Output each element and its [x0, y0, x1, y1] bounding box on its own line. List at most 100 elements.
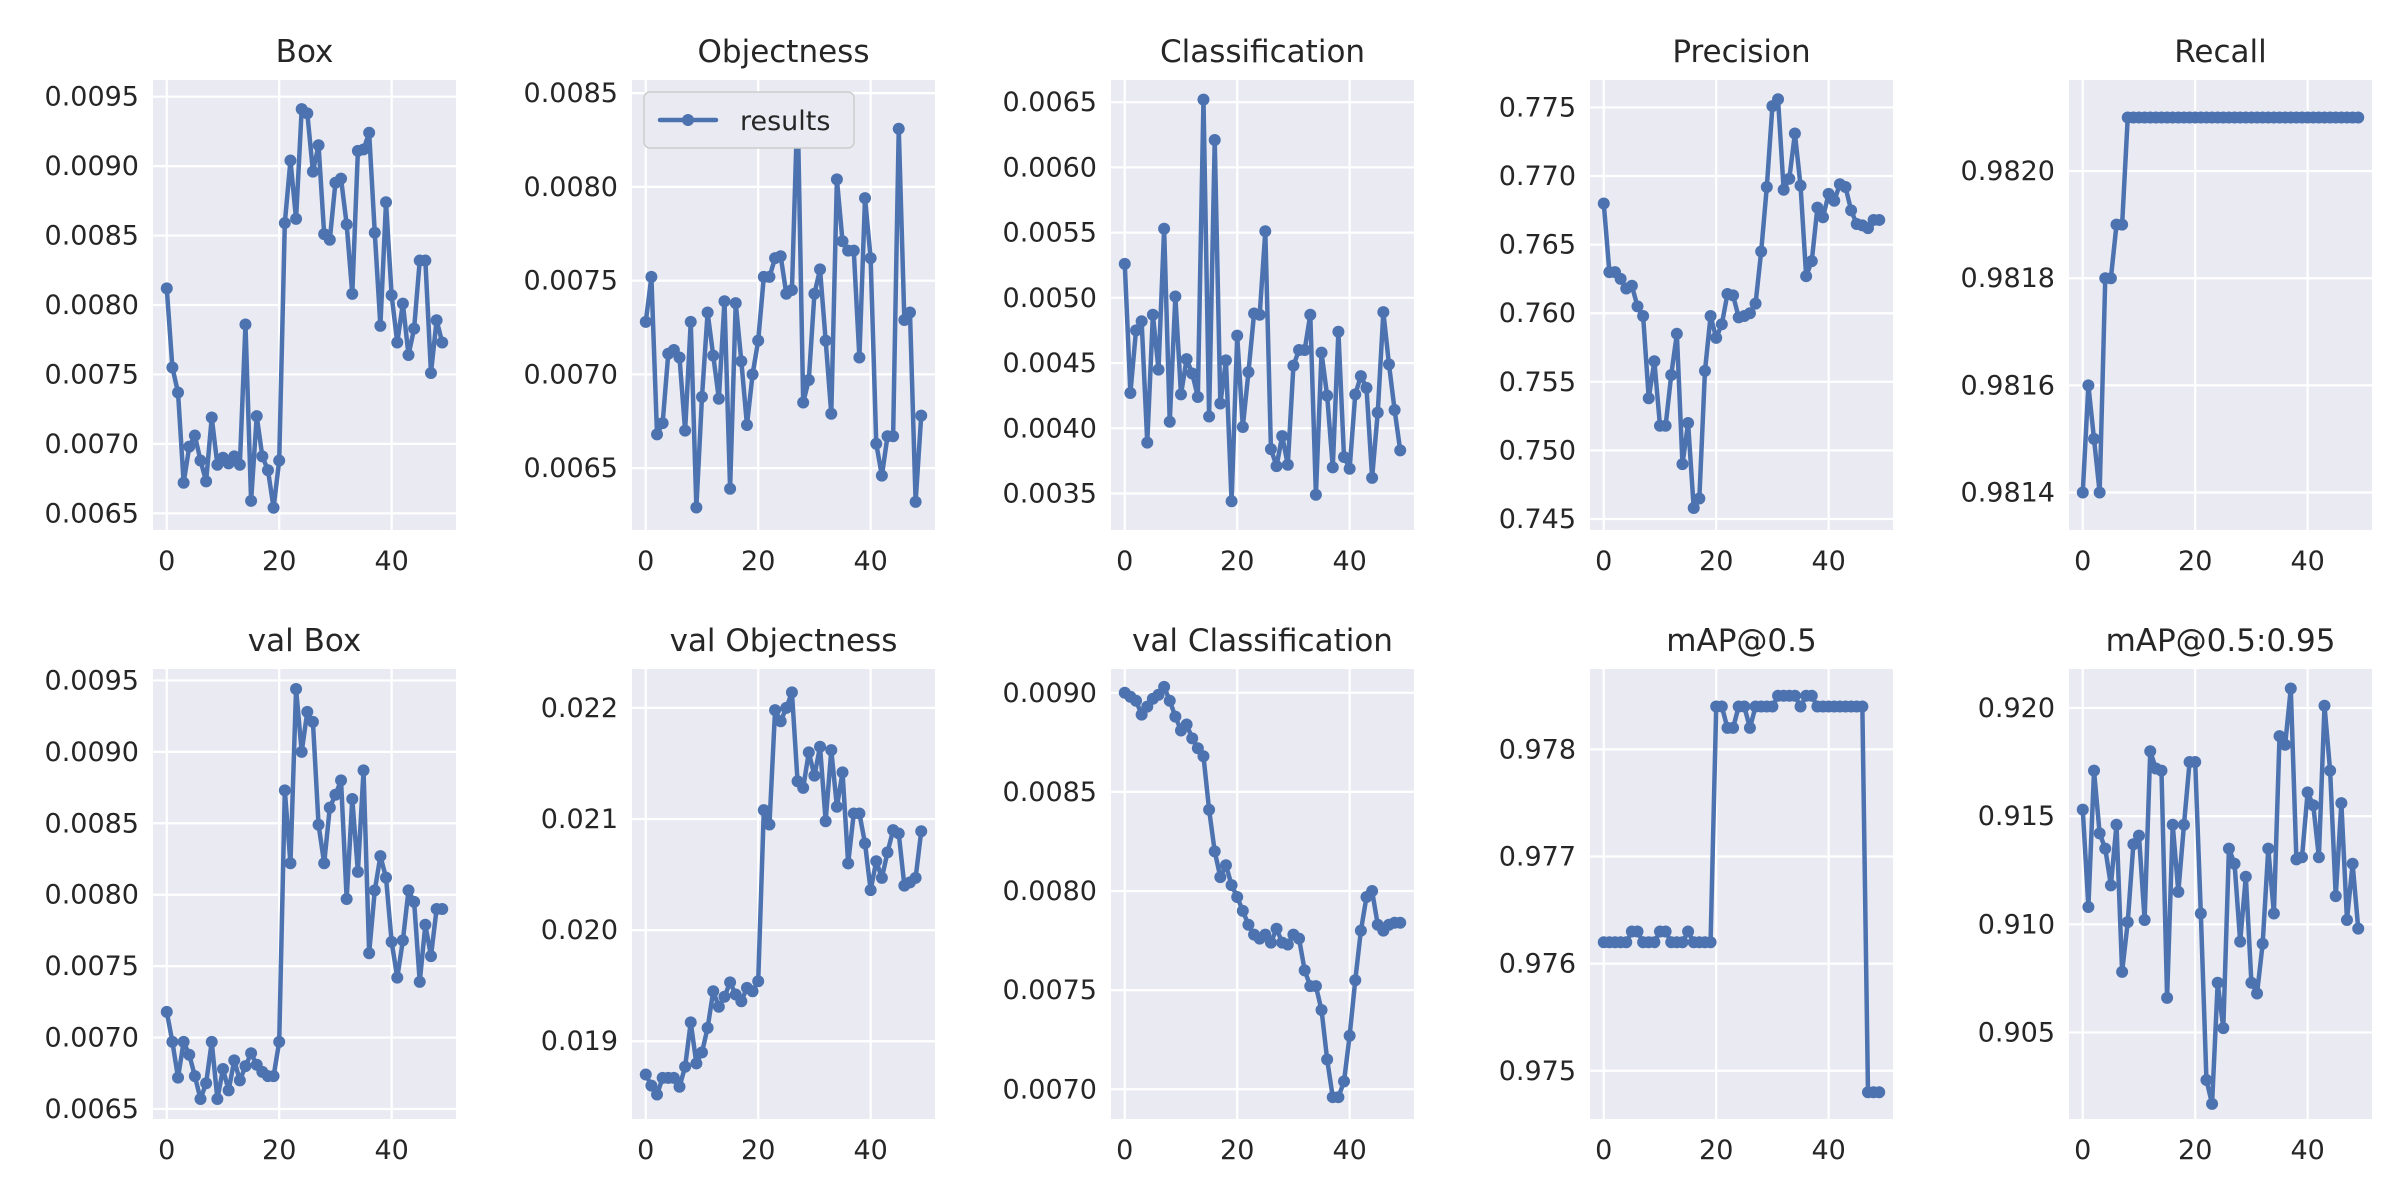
x-tick-label: 0: [1116, 546, 1133, 577]
x-tick-label: 40: [853, 546, 887, 577]
data-point: [1794, 700, 1807, 713]
y-tick-label: 0.0080: [1003, 876, 1097, 907]
data-point: [2132, 829, 2145, 842]
y-tick-label: 0.915: [1978, 801, 2055, 832]
data-point: [1382, 358, 1395, 371]
data-point: [177, 1035, 190, 1048]
y-tick-label: 0.0090: [45, 151, 139, 182]
x-tick-label: 40: [1811, 1135, 1845, 1166]
data-point: [1203, 803, 1216, 816]
data-point: [1366, 885, 1379, 898]
data-point: [290, 212, 303, 225]
data-point: [684, 1016, 697, 1029]
data-point: [2234, 935, 2247, 948]
data-point: [1349, 388, 1362, 401]
x-tick-label: 20: [262, 546, 296, 577]
data-point: [323, 233, 336, 246]
data-point: [1343, 462, 1356, 475]
data-point: [222, 1084, 235, 1097]
data-point: [200, 475, 213, 488]
data-point: [797, 396, 810, 409]
data-point: [639, 1068, 652, 1081]
y-tick-label: 0.905: [1978, 1017, 2055, 1048]
data-point: [166, 1035, 179, 1048]
data-point: [1214, 871, 1227, 884]
data-point: [1298, 344, 1311, 356]
data-point: [1727, 721, 1740, 734]
data-point: [2172, 885, 2185, 898]
y-tick-label: 0.019: [541, 1026, 618, 1057]
data-point: [1186, 367, 1199, 380]
x-tick-label: 0: [637, 1135, 654, 1166]
data-point: [391, 971, 404, 984]
y-tick-label: 0.765: [1499, 230, 1576, 261]
panel-title: Objectness: [698, 34, 870, 70]
data-point: [1152, 363, 1165, 376]
data-point: [1242, 918, 1255, 931]
data-point: [2076, 803, 2089, 816]
data-point: [396, 934, 409, 947]
y-tick-label: 0.0080: [45, 290, 139, 321]
y-tick-label: 0.0075: [45, 951, 139, 982]
x-tick-label: 20: [1699, 546, 1733, 577]
data-point: [639, 315, 652, 328]
y-tick-label: 0.0050: [1003, 283, 1097, 314]
data-point: [278, 784, 291, 797]
data-point: [2177, 818, 2190, 831]
data-point: [1315, 346, 1328, 359]
x-tick-label: 0: [1595, 546, 1612, 577]
data-point: [746, 985, 759, 998]
y-tick-label: 0.0070: [45, 1023, 139, 1054]
data-point: [1158, 222, 1171, 235]
data-point: [205, 411, 218, 424]
data-point: [2121, 916, 2134, 929]
data-point: [413, 975, 426, 988]
y-tick-label: 0.0070: [1003, 1074, 1097, 1105]
data-point: [1631, 300, 1644, 313]
data-point: [853, 807, 866, 820]
data-point: [859, 837, 872, 850]
y-tick-label: 0.0065: [1003, 87, 1097, 118]
data-point: [2194, 907, 2207, 920]
data-point: [1130, 694, 1143, 707]
data-point: [1659, 419, 1672, 432]
data-point: [301, 107, 314, 120]
data-point: [357, 143, 370, 156]
data-point: [859, 192, 872, 205]
data-point: [1321, 389, 1334, 402]
data-point: [1670, 327, 1683, 340]
x-tick-label: 20: [2178, 546, 2212, 577]
data-point: [1338, 1075, 1351, 1088]
legend-frame: [643, 91, 855, 149]
data-point: [430, 314, 443, 327]
x-tick-label: 40: [1811, 546, 1845, 577]
data-point: [1704, 936, 1717, 949]
y-tick-label: 0.9818: [1961, 263, 2055, 294]
data-point: [892, 122, 905, 135]
data-point: [836, 766, 849, 779]
data-point: [1698, 364, 1711, 377]
data-point: [763, 818, 776, 831]
data-point: [1141, 436, 1154, 449]
data-point: [424, 950, 437, 963]
data-point: [1264, 936, 1277, 949]
data-point: [419, 254, 432, 267]
y-tick-label: 0.9816: [1961, 370, 2055, 401]
x-tick-label: 20: [2178, 1135, 2212, 1166]
data-point: [797, 781, 810, 794]
data-point: [1676, 458, 1689, 471]
data-point: [2307, 799, 2320, 812]
data-point: [2116, 965, 2129, 978]
data-point: [1625, 279, 1638, 292]
data-point: [645, 270, 658, 283]
data-point: [1749, 297, 1762, 310]
plot-area: [632, 669, 935, 1119]
data-point: [2093, 486, 2106, 499]
data-point: [166, 361, 179, 374]
y-tick-label: 0.0085: [45, 808, 139, 839]
data-point: [712, 1000, 725, 1013]
data-point: [1231, 890, 1244, 903]
data-point: [690, 1057, 703, 1070]
legend-marker-swatch: [682, 114, 694, 126]
data-point: [1856, 700, 1869, 713]
